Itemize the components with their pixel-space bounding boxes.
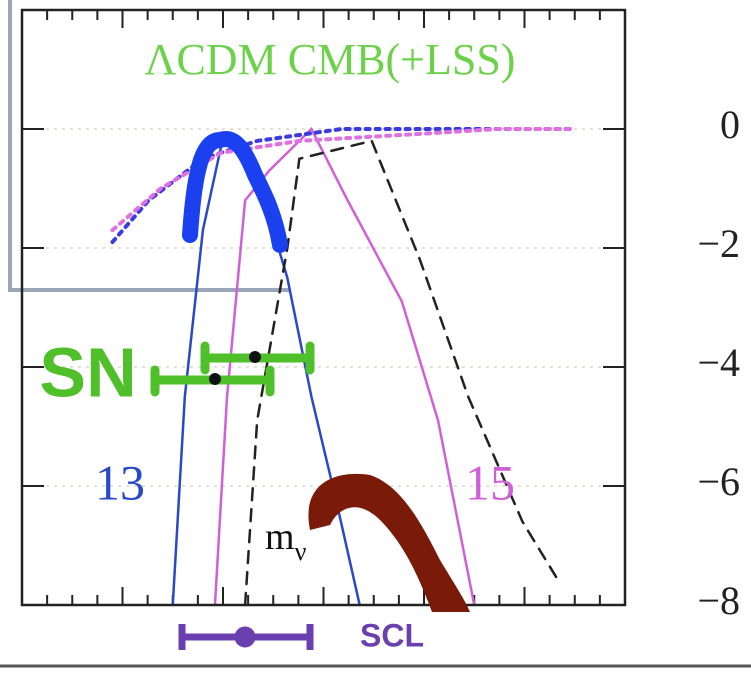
annotation: ν (295, 537, 307, 566)
chart: ΛCDM CMB(+LSS) 13 15 mν SN SCL 0 −2 −4 −6 −8 (0, 0, 751, 673)
y-tick-label: 0 (720, 102, 740, 147)
annotation: SCL (360, 617, 424, 653)
y-tick-label: −8 (697, 578, 740, 623)
y-tick-label: −2 (697, 221, 740, 266)
point (249, 351, 261, 363)
point (209, 373, 221, 385)
y-tick-label: −4 (697, 340, 740, 385)
y-tick-label: −6 (697, 459, 740, 504)
annotation: 13 (95, 454, 145, 510)
annotation: m (265, 516, 295, 558)
chart-title: ΛCDM CMB(+LSS) (145, 35, 516, 84)
annotation: SN (39, 333, 136, 411)
annotation: 15 (465, 454, 515, 510)
